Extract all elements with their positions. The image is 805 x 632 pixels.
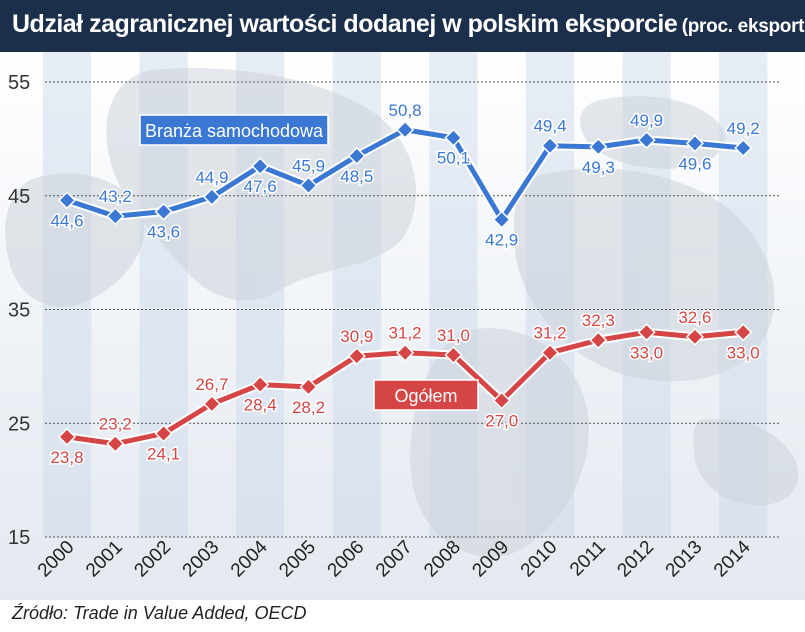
- data-point: [154, 202, 173, 221]
- data-label: 49,9: [630, 111, 663, 130]
- data-label: 49,4: [533, 117, 566, 136]
- y-tick-label: 15: [8, 527, 30, 549]
- data-label: 42,9: [485, 231, 518, 250]
- data-label: 48,5: [340, 167, 373, 186]
- data-point: [396, 120, 415, 139]
- chart-subtitle: (proc. eksportu): [681, 16, 805, 37]
- data-label: 33,0: [630, 343, 663, 362]
- data-point: [106, 434, 125, 453]
- data-label: 26,7: [195, 375, 228, 394]
- data-point: [492, 391, 511, 410]
- data-point: [637, 130, 656, 150]
- y-tick-label: 25: [8, 413, 30, 435]
- data-point: [396, 343, 415, 362]
- data-point: [299, 377, 318, 396]
- title-bar: Udział zagranicznej wartości dodanej w p…: [0, 0, 805, 52]
- data-point: [251, 157, 270, 176]
- data-point: [106, 207, 125, 226]
- y-tick-label: 45: [8, 186, 30, 208]
- data-label: 43,6: [147, 223, 180, 242]
- data-point: [637, 323, 656, 342]
- data-label: 49,2: [727, 119, 760, 138]
- data-label: 23,8: [50, 448, 83, 467]
- data-label: 31,0: [437, 326, 470, 345]
- data-label: 27,0: [485, 412, 518, 431]
- data-label: 50,1: [437, 149, 470, 168]
- data-point: [589, 137, 608, 156]
- legend-item: Branża samochodowa: [139, 114, 329, 146]
- data-label: 28,4: [244, 396, 277, 415]
- data-point: [57, 427, 77, 446]
- data-point: [57, 191, 77, 210]
- data-label: 43,2: [99, 187, 132, 206]
- data-point: [540, 136, 560, 155]
- data-point: [251, 375, 270, 394]
- y-tick-label: 35: [8, 300, 30, 322]
- data-label: 33,0: [727, 343, 760, 362]
- legend-item: Ogółem: [373, 379, 479, 411]
- data-point: [202, 394, 221, 413]
- data-label: 50,8: [389, 101, 422, 120]
- data-point: [734, 138, 753, 158]
- data-label: 49,6: [678, 154, 711, 173]
- data-point: [540, 343, 560, 362]
- data-label: 49,3: [582, 158, 615, 177]
- data-point: [444, 128, 463, 147]
- data-label: 30,9: [340, 327, 373, 346]
- data-point: [299, 176, 318, 195]
- chart-title-main: Udział zagranicznej wartości dodanej w p…: [12, 10, 678, 38]
- data-point: [685, 134, 704, 153]
- grid-lines: [45, 81, 780, 538]
- data-point: [154, 424, 173, 443]
- data-point: [347, 347, 366, 366]
- data-label: 31,2: [533, 324, 566, 343]
- data-label: 44,6: [50, 211, 83, 230]
- source-note: Źródło: Trade in Value Added, OECD: [12, 603, 307, 623]
- y-axis: 15 25 35 45 55: [8, 72, 30, 549]
- data-point: [589, 331, 608, 350]
- legend-label: Ogółem: [394, 386, 457, 406]
- data-label: 23,2: [99, 415, 132, 434]
- chart-title: Udział zagranicznej wartości dodanej w p…: [12, 10, 805, 39]
- legend-layer: Branża samochodowa Ogółem: [139, 114, 479, 411]
- data-point: [347, 146, 366, 165]
- y-tick-label: 55: [8, 72, 30, 94]
- data-point: [685, 327, 704, 346]
- series-automotive: 44,6 43,2 43,6 44,9 47,6 45,9 48,5 50,8 50,1 42,9…: [49, 99, 761, 251]
- data-point: [492, 210, 511, 229]
- legend-label: Branża samochodowa: [145, 121, 324, 141]
- data-label: 32,6: [678, 308, 711, 327]
- data-point: [734, 323, 753, 342]
- legend-box: [139, 114, 329, 146]
- series-total: 23,8 23,2 24,1 26,7 28,4 28,2 30,9 31,2 31,0 27,0…: [49, 306, 761, 468]
- data-label: 31,2: [389, 324, 422, 343]
- data-label: 47,6: [244, 177, 277, 196]
- data-point: [444, 345, 463, 365]
- data-point: [202, 187, 221, 206]
- data-label: 28,2: [292, 398, 325, 417]
- data-label: 44,9: [195, 168, 228, 187]
- legend-box: [373, 379, 479, 411]
- data-label: 32,3: [582, 311, 615, 330]
- data-label: 45,9: [292, 157, 325, 176]
- series-layer: 44,6 43,2 43,6 44,9 47,6 45,9 48,5 50,8 50,1 42,9…: [49, 99, 761, 468]
- data-label: 24,1: [147, 444, 180, 463]
